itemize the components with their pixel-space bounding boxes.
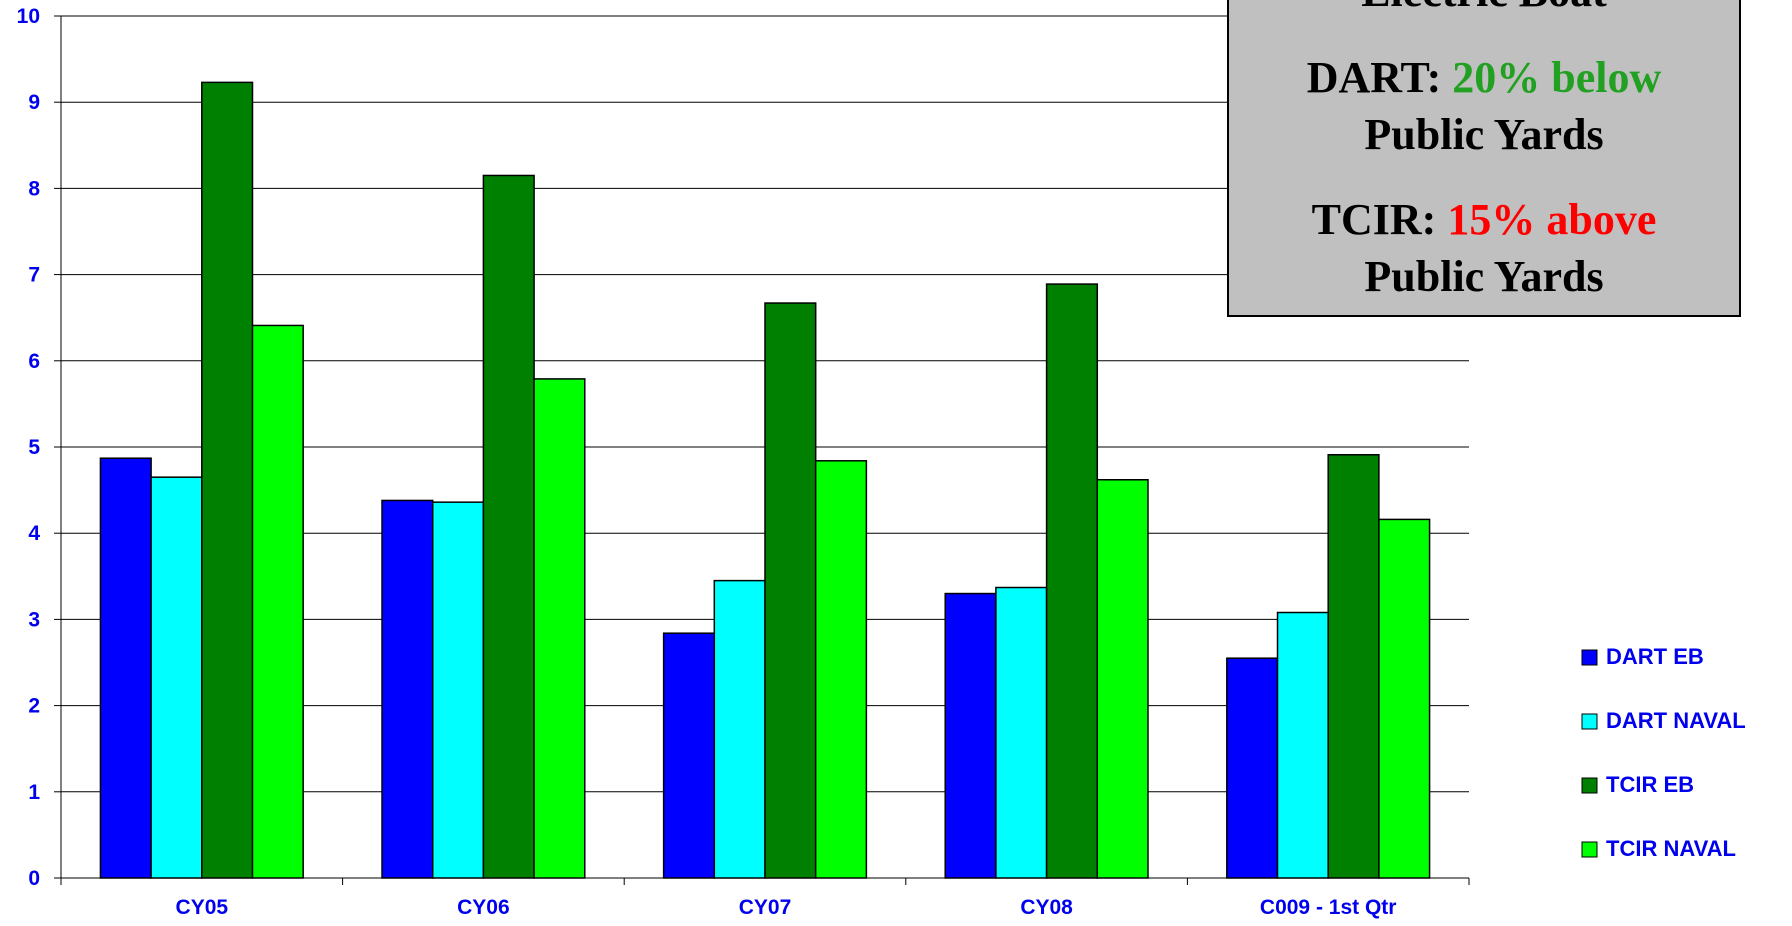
legend-label: DART NAVAL bbox=[1606, 708, 1746, 733]
legend-swatch bbox=[1581, 713, 1598, 730]
legend-label: TCIR NAVAL bbox=[1606, 836, 1736, 861]
bar bbox=[381, 499, 434, 879]
bar bbox=[713, 579, 766, 879]
bar bbox=[1276, 611, 1329, 879]
annotation-space bbox=[1441, 53, 1452, 102]
bar bbox=[251, 324, 304, 879]
annotation-line: DART: 20% below bbox=[1307, 53, 1662, 102]
bar bbox=[150, 476, 203, 879]
legend-label: DART EB bbox=[1606, 644, 1704, 669]
y-tick-label: 9 bbox=[28, 91, 40, 114]
x-tick-label: CY06 bbox=[457, 896, 510, 919]
x-tick-label: CY07 bbox=[739, 896, 792, 919]
y-tick-label: 1 bbox=[28, 781, 40, 804]
annotation-tail: Public Yards bbox=[1364, 252, 1603, 301]
annotation-line: TCIR: 15% above bbox=[1312, 195, 1657, 244]
x-tick-label: CY08 bbox=[1020, 896, 1073, 919]
y-tick-label: 6 bbox=[28, 350, 40, 373]
bar bbox=[201, 81, 254, 879]
bar bbox=[1096, 479, 1149, 879]
y-tick-label: 5 bbox=[28, 436, 40, 459]
y-tick-label: 7 bbox=[28, 264, 40, 287]
bar bbox=[1378, 518, 1431, 879]
legend-label: TCIR EB bbox=[1606, 772, 1694, 797]
annotation-box bbox=[1227, 0, 1741, 317]
annotation-highlight: 20% below bbox=[1452, 53, 1661, 102]
bar bbox=[944, 592, 997, 879]
y-tick-label: 4 bbox=[28, 522, 40, 545]
bar bbox=[431, 501, 485, 879]
bar bbox=[99, 457, 152, 879]
annotation-label: DART: bbox=[1307, 53, 1442, 102]
y-tick-label: 0 bbox=[28, 867, 40, 890]
annotation-space bbox=[1436, 195, 1447, 244]
y-tick-label: 8 bbox=[28, 177, 40, 200]
bar bbox=[662, 632, 716, 879]
annotation-label: TCIR: bbox=[1312, 195, 1437, 244]
bar bbox=[1226, 657, 1279, 879]
annotation-tail: Public Yards bbox=[1364, 110, 1603, 159]
y-tick-label: 10 bbox=[17, 5, 40, 28]
bar bbox=[1327, 454, 1380, 879]
y-tick-label: 2 bbox=[28, 695, 40, 718]
annotation-highlight: 15% above bbox=[1447, 195, 1656, 244]
y-tick-label: 3 bbox=[28, 608, 40, 631]
legend-swatch bbox=[1581, 649, 1598, 666]
bar bbox=[995, 586, 1048, 879]
bar bbox=[533, 378, 586, 879]
bar bbox=[814, 460, 868, 879]
bar bbox=[764, 302, 817, 879]
bar bbox=[482, 174, 535, 879]
bar bbox=[1045, 283, 1099, 879]
legend-swatch bbox=[1581, 777, 1598, 794]
annotation-heading: Electric Boat bbox=[1361, 0, 1607, 16]
x-tick-label: CY05 bbox=[176, 896, 229, 919]
x-tick-label: C009 - 1st Qtr bbox=[1260, 896, 1397, 919]
legend-swatch bbox=[1581, 841, 1598, 858]
